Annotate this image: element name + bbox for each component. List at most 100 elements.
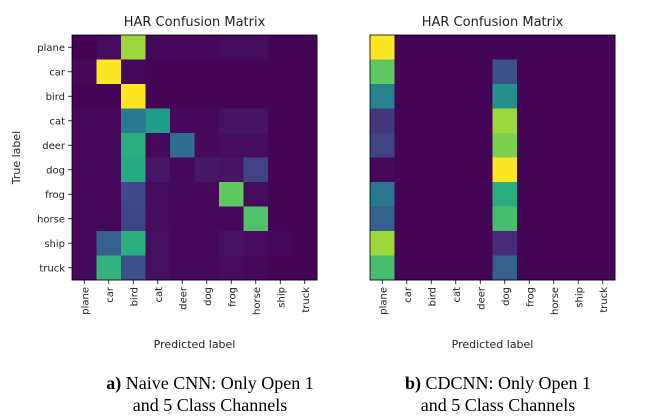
x-axis-label: Predicted label xyxy=(154,338,236,351)
heatmap-cell xyxy=(96,35,122,60)
y-tick-label: truck xyxy=(39,263,65,274)
heatmap-cell xyxy=(194,206,220,232)
heatmap-cell xyxy=(268,255,293,281)
heatmap-cell xyxy=(96,59,122,85)
heatmap-cell xyxy=(541,84,567,109)
x-tick-label: horse xyxy=(252,287,263,315)
heatmap-cell xyxy=(517,108,542,134)
heatmap-cell xyxy=(541,108,567,134)
heatmap-cell xyxy=(517,182,542,207)
y-tick-label: bird xyxy=(46,92,65,103)
heatmap-cell xyxy=(566,182,591,207)
heatmap-cell xyxy=(492,84,518,109)
y-axis-label: True label xyxy=(10,131,23,185)
heatmap-cell xyxy=(468,59,493,85)
heatmap-cell xyxy=(370,231,395,256)
heatmap-cell xyxy=(145,157,171,183)
heatmap-cell xyxy=(443,59,469,85)
heatmap-cell xyxy=(145,84,171,109)
heatmap-cell xyxy=(394,231,420,256)
heatmap-cell xyxy=(219,84,244,109)
heatmap-cell xyxy=(292,182,318,207)
heatmap-cell xyxy=(121,206,146,232)
x-tick-label: deer xyxy=(476,286,487,310)
heatmap-cell xyxy=(121,59,146,85)
caption-b-tag: b) xyxy=(404,373,421,393)
heatmap-cell xyxy=(419,133,444,158)
heatmap-cell xyxy=(492,157,518,183)
heatmap-cell xyxy=(268,231,293,256)
heatmap-cell xyxy=(566,157,591,183)
heatmap-cell xyxy=(590,108,616,134)
heatmap-cell xyxy=(121,35,146,60)
heatmap-cell xyxy=(468,133,493,158)
heatmap-cell xyxy=(243,35,269,60)
heatmap-cell xyxy=(219,35,244,60)
x-tick-label: truck xyxy=(599,287,610,313)
heatmap-cell xyxy=(268,182,293,207)
heatmap-cell xyxy=(468,182,493,207)
heatmap-cell xyxy=(170,182,195,207)
heatmap-cell xyxy=(72,59,97,85)
caption-a-tag: a) xyxy=(106,373,122,393)
heatmap-cell xyxy=(492,231,518,256)
heatmap-cell xyxy=(268,84,293,109)
heatmap-cell xyxy=(145,231,171,256)
heatmap-cell xyxy=(566,255,591,281)
heatmap-cell xyxy=(268,59,293,85)
heatmap-cell xyxy=(370,255,395,281)
heatmap-cell xyxy=(194,157,220,183)
heatmap-cell xyxy=(170,108,195,134)
heatmap-cell xyxy=(517,255,542,281)
heatmap-cell xyxy=(541,59,567,85)
heatmap-cell xyxy=(517,133,542,158)
x-tick-label: horse xyxy=(550,287,561,315)
heatmap-cell xyxy=(268,35,293,60)
caption-b: b) CDCNN: Only Open 1 and 5 Class Channe… xyxy=(348,372,648,416)
heatmap-cell xyxy=(219,59,244,85)
heatmap-cell xyxy=(96,108,122,134)
heatmap-cell xyxy=(419,108,444,134)
heatmap-cell xyxy=(194,255,220,281)
heatmap-cell xyxy=(219,255,244,281)
heatmap-cell xyxy=(121,133,146,158)
heatmap-cell xyxy=(96,231,122,256)
heatmap-cell xyxy=(590,206,616,232)
heatmap-cell xyxy=(443,157,469,183)
heatmap-cell xyxy=(443,133,469,158)
heatmap-cell xyxy=(243,59,269,85)
x-tick-label: dog xyxy=(501,287,512,306)
heatmap-cell xyxy=(121,255,146,281)
heatmap-cell xyxy=(194,84,220,109)
heatmap-cell xyxy=(541,206,567,232)
heatmap-cell xyxy=(419,206,444,232)
heatmap-cell xyxy=(541,231,567,256)
caption-a-line2: and 5 Class Channels xyxy=(132,395,288,415)
x-tick-label: car xyxy=(105,286,116,303)
heatmap-cell xyxy=(145,59,171,85)
heatmap-cell xyxy=(72,231,97,256)
heatmap-cell xyxy=(492,35,518,60)
heatmap-cell xyxy=(443,255,469,281)
heatmap-cell xyxy=(219,206,244,232)
heatmap-cell xyxy=(566,35,591,60)
heatmap-cell xyxy=(121,231,146,256)
x-tick-label: frog xyxy=(227,287,238,307)
heatmap-cell xyxy=(468,231,493,256)
heatmap-cell xyxy=(468,108,493,134)
heatmap-cell xyxy=(419,255,444,281)
heatmap-cell xyxy=(292,157,318,183)
heatmap-cell xyxy=(370,133,395,158)
heatmap-cell xyxy=(419,231,444,256)
heatmap-cell xyxy=(170,231,195,256)
heatmap-cell xyxy=(243,206,269,232)
heatmap-cell xyxy=(419,59,444,85)
x-tick-label: plane xyxy=(80,287,91,315)
caption-b-text: CDCNN: Only Open 1 xyxy=(425,373,592,393)
heatmap-cell xyxy=(292,206,318,232)
heatmap-cell xyxy=(443,35,469,60)
y-tick-label: dog xyxy=(46,165,65,176)
x-tick-label: truck xyxy=(301,287,312,313)
heatmap-cell xyxy=(468,157,493,183)
heatmap-cell xyxy=(145,108,171,134)
